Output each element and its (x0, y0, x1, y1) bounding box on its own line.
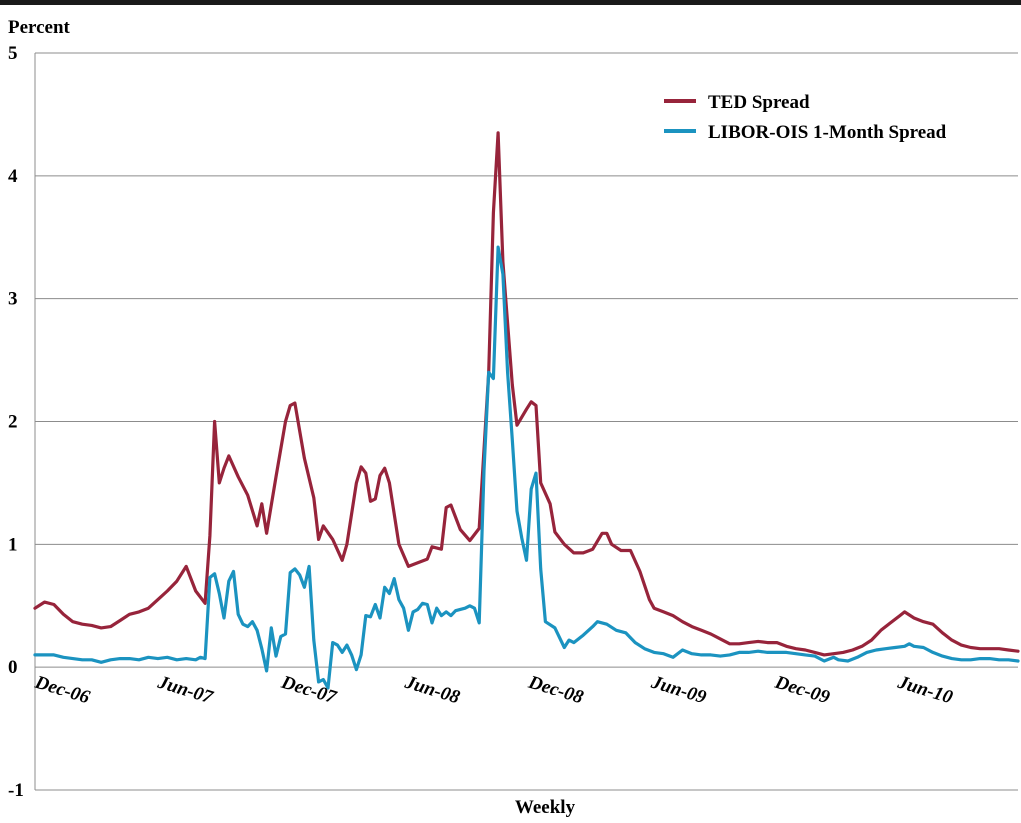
x-tick-label: Dec-08 (525, 672, 586, 709)
x-tick-label: Dec-09 (772, 672, 833, 709)
x-tick-labels: Dec-06 Jun-07 Dec-07 Jun-08 Dec-08 Jun-09 Dec-… (32, 672, 956, 709)
x-tick-label: Jun-07 (154, 672, 216, 709)
series-lines (33, 131, 1020, 690)
y-tick-label: 5 (8, 43, 18, 64)
y-tick-label: 0 (8, 657, 18, 678)
y-tick-label: 3 (8, 289, 18, 310)
y-tick-labels: -1 0 1 2 3 4 5 (8, 43, 24, 801)
y-tick-label: 1 (8, 534, 18, 555)
gridlines (35, 52, 1018, 791)
legend-label-ted: TED Spread (708, 92, 810, 113)
y-tick-label: 4 (8, 166, 18, 187)
series-line-ted (33, 131, 1020, 657)
legend-label-libor: LIBOR-OIS 1-Month Spread (708, 122, 947, 143)
series-line-libor (33, 245, 1020, 690)
legend: TED Spread LIBOR-OIS 1-Month Spread (664, 92, 947, 143)
x-tick-label: Jun-10 (894, 672, 955, 709)
x-tick-label: Dec-06 (32, 672, 93, 709)
y-tick-label: 2 (8, 412, 18, 433)
top-border (0, 0, 1021, 5)
y-tick-label: -1 (8, 780, 24, 801)
x-axis-title: Weekly (515, 797, 576, 818)
x-tick-label: Jun-09 (648, 672, 709, 709)
x-tick-label: Jun-08 (402, 672, 463, 709)
y-axis-title: Percent (8, 17, 71, 38)
